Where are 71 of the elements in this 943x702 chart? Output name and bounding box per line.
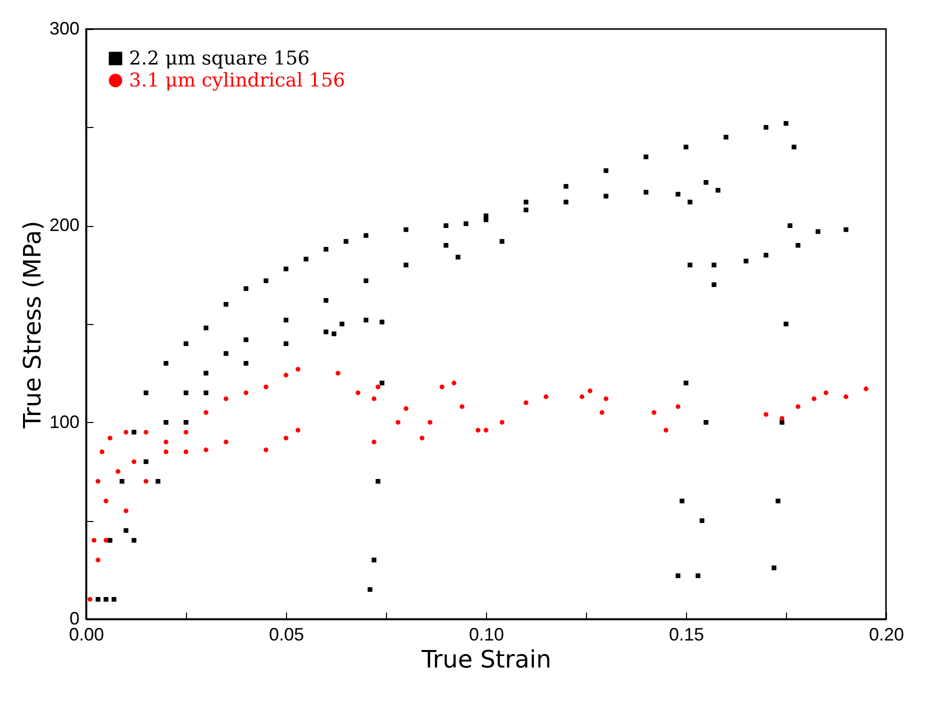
point [404,406,408,411]
point [580,394,584,400]
x-tick-label: 0.05 [268,624,304,644]
point [100,449,104,454]
point [284,372,288,378]
point [812,396,816,402]
point [264,448,268,452]
point [476,428,480,433]
point [452,380,456,386]
point [164,440,168,444]
point [96,478,100,484]
point [864,386,868,392]
point [588,388,592,394]
point [108,436,112,440]
point [420,436,424,440]
point [144,478,148,484]
point [164,449,168,454]
point [664,428,668,433]
point [440,384,444,390]
x-tick-label: 0.20 [868,624,904,644]
point [264,384,268,390]
point [92,538,96,543]
point [652,410,656,415]
point [336,370,340,376]
point [104,498,108,504]
point [124,508,128,514]
point [796,404,800,409]
point [604,396,608,402]
point [524,400,528,406]
y-axis-title: True Stress (MPa) [18,220,46,430]
legend-label: 2.2 μm square 156 [129,48,310,70]
point [484,428,488,433]
point [132,459,136,464]
point [396,420,400,425]
point [96,558,100,562]
point [284,436,288,440]
point [116,469,120,474]
point [372,440,376,444]
x-tick-label: 0.10 [468,624,504,644]
point [356,390,360,396]
point [500,420,504,425]
point [144,430,148,435]
point [824,390,828,396]
point [104,538,108,543]
point [184,449,188,454]
point [204,410,208,415]
point [224,440,228,444]
point [224,396,228,402]
point [204,448,208,452]
point [296,366,300,372]
point [600,410,604,415]
point [780,416,784,421]
point [184,430,188,435]
y-tick-label: 300 [49,18,80,38]
legend-label: 3.1 μm cylindrical 156 [129,70,346,92]
point [296,428,300,433]
point [88,596,92,602]
point [544,394,548,400]
y-tick-label: 200 [49,215,80,236]
point [124,430,128,435]
x-axis-title: True Strain [420,646,552,674]
point [460,404,464,409]
x-tick-label: 0.15 [668,624,704,644]
point [244,390,248,396]
point [764,412,768,417]
point [376,384,380,390]
point [372,396,376,402]
point [844,394,848,400]
point [428,420,432,425]
y-tick-label: 100 [49,412,80,432]
point [676,404,680,409]
